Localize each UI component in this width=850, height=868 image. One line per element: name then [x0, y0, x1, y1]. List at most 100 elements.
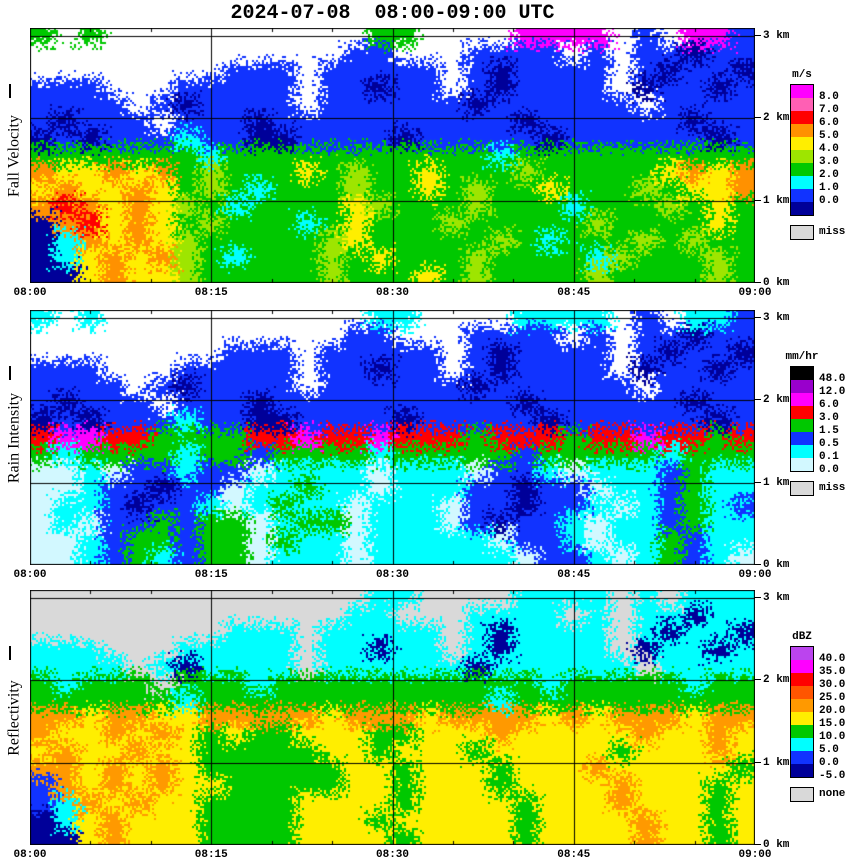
legend-value-label: 48.0 — [819, 373, 846, 385]
legend-miss-label: none — [819, 788, 846, 800]
legend-value-label: 25.0 — [819, 692, 846, 704]
legend-value-label: 4.0 — [819, 143, 839, 155]
time-tick-label: 08:00 — [13, 849, 47, 861]
legend-color-bar: 8.0 7.0 6.0 5.0 4.0 3.0 2.0 1.0 0.0 — [790, 84, 839, 216]
height-tick-label: 0 km — [753, 277, 790, 289]
legend-color-block: 35.0 — [791, 660, 845, 678]
legend-value-label: 10.0 — [819, 731, 846, 743]
time-tick-label: 08:30 — [375, 287, 410, 299]
y-axis-label-bar — [9, 366, 11, 380]
legend-rain-intensity: mm/hr 48.0 12.0 6.0 3.0 1.5 0.5 0.1 0.0 miss — [785, 350, 850, 565]
legend-color-block: 48.0 — [791, 367, 845, 385]
legend-color-block: 5.0 — [791, 124, 839, 142]
legend-miss-swatch — [790, 225, 814, 240]
panel-fall-velocity: Fall Velocity 3 km 2 km 1 km 0 km 08:00 08:1… — [0, 28, 850, 300]
legend-color-block: 6.0 — [791, 393, 839, 411]
time-tick-label: 08:15 — [194, 569, 228, 581]
legend-value-label: 30.0 — [819, 679, 846, 691]
legend-value-label: -5.0 — [819, 770, 846, 782]
legend-color-block: 15.0 — [791, 712, 845, 730]
legend-miss-entry: none — [790, 787, 845, 802]
legend-color-block: 1.0 — [791, 176, 839, 194]
time-tick-label: 08:30 — [375, 849, 410, 861]
legend-value-label: 15.0 — [819, 718, 846, 730]
legend-color-block: 1.5 — [791, 419, 839, 437]
legend-color-block: 5.0 — [791, 738, 839, 756]
time-tick-label: 09:00 — [738, 569, 772, 581]
height-tick-label: 0 km — [753, 559, 790, 571]
height-tick-label: 1 km — [753, 194, 790, 207]
legend-color-block: 3.0 — [791, 406, 839, 424]
legend-color-block: 12.0 — [791, 380, 845, 398]
time-tick-label: 08:45 — [557, 849, 591, 861]
legend-value-label: 5.0 — [819, 130, 839, 142]
legend-value-label: 1.5 — [819, 425, 839, 437]
legend-color-block: 0.0 — [791, 189, 839, 207]
legend-value-label: 0.0 — [819, 464, 839, 476]
legend-color-block — [791, 202, 813, 215]
panel-reflectivity: Reflectivity 3 km 2 km 1 km 0 km 08:00 08:15… — [0, 590, 850, 862]
legend-miss-entry: miss — [790, 481, 845, 496]
time-tick-label: 08:15 — [194, 287, 228, 299]
legend-color-block: 25.0 — [791, 686, 845, 704]
legend-value-label: 20.0 — [819, 705, 846, 717]
time-tick-label: 09:00 — [738, 849, 772, 861]
time-tick-label: 08:45 — [557, 287, 591, 299]
legend-color-block: 40.0 — [791, 647, 845, 665]
height-tick-label: 2 km — [753, 674, 790, 687]
legend-color-block: 0.0 — [791, 751, 839, 769]
legend-value-label: 35.0 — [819, 666, 846, 678]
time-tick-label: 08:45 — [557, 569, 591, 581]
legend-color-block: 0.5 — [791, 432, 839, 450]
legend-value-label: 0.5 — [819, 438, 839, 450]
height-tick-label: 0 km — [753, 839, 790, 851]
legend-color-block: 4.0 — [791, 137, 839, 155]
legend-color-block: 7.0 — [791, 98, 839, 116]
legend-miss-label: miss — [819, 226, 846, 238]
time-tick-label: 08:15 — [194, 849, 228, 861]
legend-color-block: 2.0 — [791, 163, 839, 181]
time-tick-label: 08:30 — [375, 569, 410, 581]
legend-value-label: 1.0 — [819, 182, 839, 194]
height-tick-label: 3 km — [753, 592, 790, 605]
legend-value-label: 8.0 — [819, 91, 839, 103]
legend-color-block: 3.0 — [791, 150, 839, 168]
legend-reflectivity: dBZ 40.0 35.0 30.0 25.0 20.0 15.0 10.0 5.0 0.0 -5… — [790, 630, 850, 845]
height-tick-label: 2 km — [753, 112, 790, 125]
legend-color-bar: 48.0 12.0 6.0 3.0 1.5 0.5 0.1 0.0 — [790, 366, 845, 476]
legend-value-label: 6.0 — [819, 399, 839, 411]
legend-value-label: 3.0 — [819, 412, 839, 424]
legend-value-label: 2.0 — [819, 169, 839, 181]
legend-color-block: 0.1 — [791, 445, 839, 463]
legend-miss-entry: miss — [790, 225, 845, 240]
time-axis: 08:00 08:15 08:30 08:45 09:00 — [13, 848, 771, 862]
legend-fall-velocity: m/s 8.0 7.0 6.0 5.0 4.0 3.0 2.0 1.0 0.0 miss — [790, 68, 850, 283]
legend-value-label: 6.0 — [819, 117, 839, 129]
height-axis: 3 km 2 km 1 km 0 km — [753, 28, 813, 289]
legend-color-block: 10.0 — [791, 725, 845, 743]
time-axis: 08:00 08:15 08:30 08:45 09:00 — [13, 286, 771, 300]
height-tick-label: 1 km — [753, 756, 790, 769]
panel-rain-intensity: Rain Intensity 3 km 2 km 1 km 0 km 08:00 08:… — [0, 310, 850, 582]
legend-color-block: 30.0 — [791, 673, 845, 691]
legend-color-block: 0.0 — [791, 458, 839, 476]
y-axis-label-fall-velocity: Fall Velocity — [5, 115, 23, 197]
rain-intensity-heatmap — [30, 310, 755, 565]
reflectivity-heatmap — [30, 590, 755, 845]
legend-unit-label: dBZ — [792, 631, 812, 643]
height-axis: 3 km 2 km 1 km 0 km — [753, 310, 813, 571]
legend-color-bar: 40.0 35.0 30.0 25.0 20.0 15.0 10.0 5.0 0.0 -5.0 — [790, 646, 845, 782]
time-axis: 08:00 08:15 08:30 08:45 09:00 — [13, 568, 771, 582]
legend-value-label: 7.0 — [819, 104, 839, 116]
legend-value-label: 0.0 — [819, 195, 839, 207]
legend-value-label: 3.0 — [819, 156, 839, 168]
y-axis-label-reflectivity: Reflectivity — [5, 680, 23, 756]
time-tick-label: 08:00 — [13, 569, 47, 581]
legend-color-block: 6.0 — [791, 111, 839, 129]
legend-miss-swatch — [790, 481, 814, 496]
height-tick-label: 3 km — [753, 312, 790, 325]
height-tick-label: 1 km — [753, 476, 790, 489]
time-tick-label: 08:00 — [13, 287, 47, 299]
y-axis-label-rain-intensity: Rain Intensity — [5, 392, 23, 484]
height-tick-label: 3 km — [753, 30, 790, 43]
